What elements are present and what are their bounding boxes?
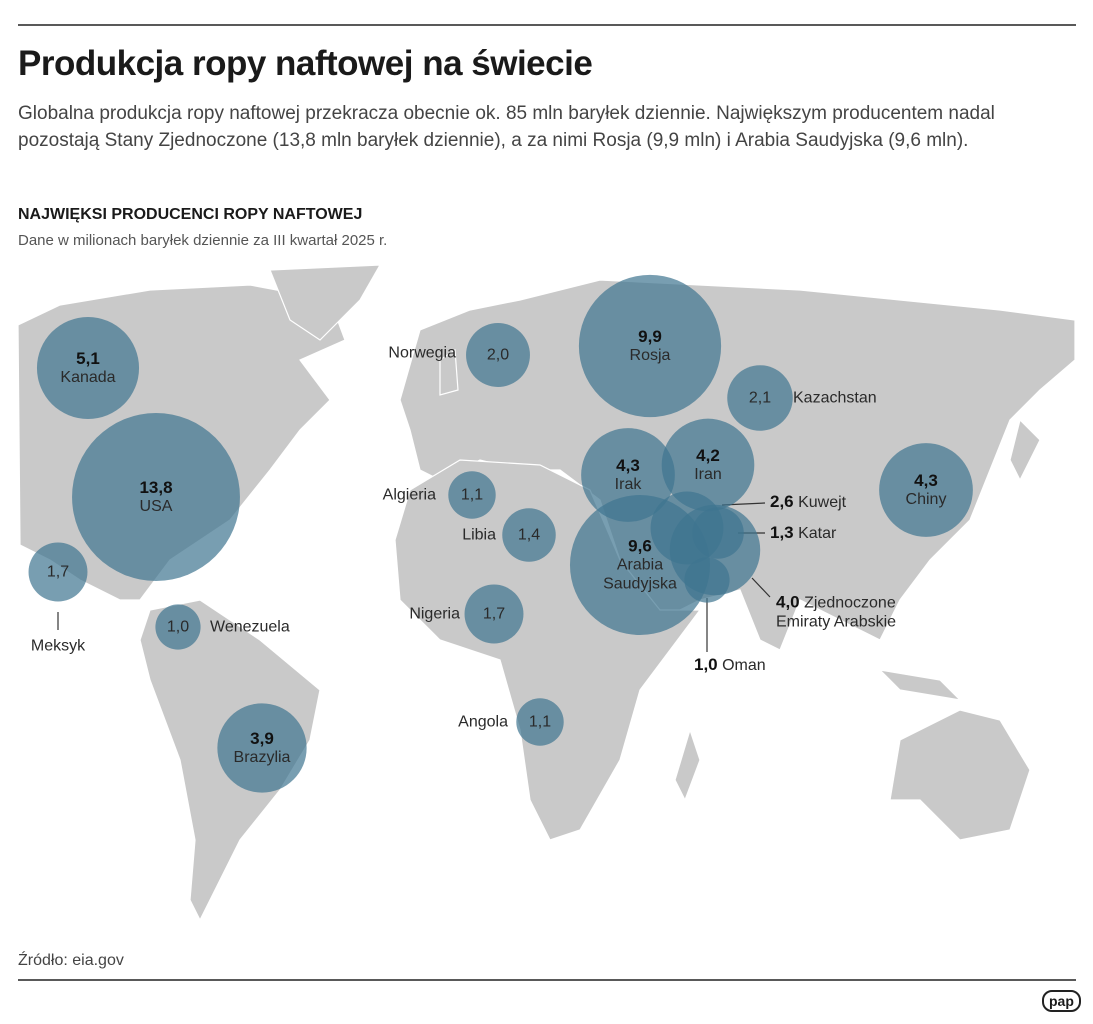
value-label: 1,4 [517, 526, 541, 544]
value-label: 9,6 [628, 536, 652, 556]
country-name: Kazachstan [793, 389, 877, 407]
bubble [502, 508, 556, 562]
bubble [578, 274, 722, 418]
external-label: 4,0 Zjednoczone Emiraty Arabskie [776, 593, 926, 632]
value-label: 9,9 [638, 327, 662, 346]
bubble-label: 4,2 Iran [694, 446, 722, 484]
value-label: 4,3 [616, 456, 640, 475]
country-name: Angola [458, 713, 508, 731]
value-label: 1,7 [482, 605, 506, 623]
external-label: 2,6 Kuwejt [770, 492, 846, 512]
country-name: Nigeria [409, 605, 460, 623]
bubble [661, 418, 755, 512]
country-name: Algieria [382, 486, 436, 504]
bubble [466, 323, 530, 387]
country-name: Wenezuela [210, 618, 290, 636]
value-label: 2,1 [748, 389, 772, 407]
bubble-label: 5,1 Kanada [60, 349, 115, 387]
bubbles [28, 274, 973, 793]
country-name: Rosja [629, 347, 671, 364]
value-label: 13,8 [139, 478, 173, 497]
bubble [684, 557, 730, 603]
title: Produkcja ropy naftowej na świecie [18, 44, 593, 83]
country-name: Irak [614, 476, 642, 493]
source: Źródło: eia.gov [18, 952, 124, 969]
value-label: 1,1 [460, 486, 484, 504]
chart-subtitle: Dane w milionach baryłek dziennie za III… [18, 232, 388, 249]
country-name: Zjednoczone Emiraty Arabskie [776, 594, 897, 631]
bubble [516, 698, 564, 746]
external-label: 1,3 Katar [770, 523, 836, 543]
country-name: Kanada [60, 369, 116, 386]
value-label: 4,3 [914, 471, 938, 490]
chart-title: NAJWIĘKSI PRODUCENCI ROPY NAFTOWEJ [18, 206, 363, 223]
value-label: 1,0 [694, 655, 718, 674]
value-label: 4,0 [776, 592, 800, 612]
bubble [727, 365, 793, 431]
bubble [217, 703, 307, 793]
country-name: USA [139, 498, 173, 515]
country-name: Meksyk [30, 637, 86, 655]
bubble-label: 9,6 Arabia Saudyjska [585, 537, 695, 594]
bubble-label: 3,9 Brazylia [234, 729, 291, 767]
value-label: 4,2 [696, 446, 720, 465]
country-name: Oman [722, 657, 766, 674]
value-label: 1,7 [46, 563, 70, 581]
value-label: 5,1 [76, 349, 100, 368]
value-label: 1,3 [770, 523, 794, 542]
country-name: Libia [462, 526, 496, 544]
country-name: Chiny [905, 491, 947, 508]
value-label: 2,6 [770, 492, 794, 511]
bubble-label: 4,3 Chiny [906, 471, 947, 509]
value-label: 2,0 [486, 346, 510, 364]
bubble-label: 13,8 USA [139, 478, 172, 516]
country-name: Arabia Saudyjska [603, 556, 677, 593]
bubble [155, 604, 201, 650]
country-name: Kuwejt [798, 494, 847, 511]
logo: pap [1042, 990, 1081, 1012]
bubble-label: 4,3 Irak [615, 456, 642, 494]
bubble [36, 316, 140, 420]
value-label: 1,1 [528, 713, 552, 731]
bubble-label: 9,9 Rosja [630, 327, 671, 365]
value-label: 3,9 [250, 729, 274, 748]
bubble [448, 471, 496, 519]
bubble [72, 413, 240, 581]
country-name: Brazylia [233, 749, 291, 766]
bubble [28, 542, 88, 602]
country-name: Katar [798, 525, 837, 542]
external-label: 1,0 Oman [694, 655, 766, 675]
bubble [464, 584, 524, 644]
country-name: Iran [694, 466, 722, 483]
subtitle: Globalna produkcja ropy naftowej przekra… [18, 103, 995, 151]
bubble [879, 443, 973, 537]
country-name: Norwegia [388, 344, 456, 362]
value-label: 1,0 [166, 618, 190, 636]
